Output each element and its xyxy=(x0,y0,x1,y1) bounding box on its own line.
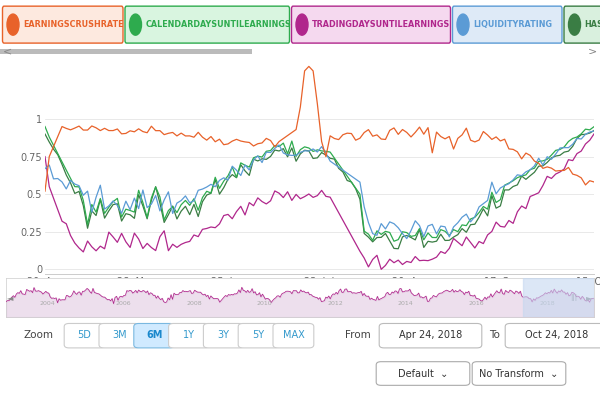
Text: 2004: 2004 xyxy=(39,301,55,306)
Text: <: < xyxy=(3,47,12,57)
Text: 5Y: 5Y xyxy=(253,330,265,340)
Text: 2018: 2018 xyxy=(539,301,555,306)
Text: ◄: ◄ xyxy=(7,293,14,302)
Text: To: To xyxy=(489,330,500,340)
Text: 3Y: 3Y xyxy=(218,330,230,340)
Text: Zoom: Zoom xyxy=(24,330,54,340)
Text: Oct 24, 2018: Oct 24, 2018 xyxy=(525,330,588,340)
Bar xyxy=(523,278,594,317)
Text: 2016: 2016 xyxy=(469,301,484,306)
Text: 3M: 3M xyxy=(112,330,127,340)
Text: 2006: 2006 xyxy=(116,301,131,306)
FancyBboxPatch shape xyxy=(564,6,600,43)
Text: 2012: 2012 xyxy=(328,301,343,306)
FancyBboxPatch shape xyxy=(452,6,562,43)
Text: 5D: 5D xyxy=(77,330,92,340)
Circle shape xyxy=(569,14,581,35)
Text: ►: ► xyxy=(586,293,593,302)
Bar xyxy=(0,49,252,54)
Text: MAX: MAX xyxy=(283,330,304,340)
Circle shape xyxy=(296,14,308,35)
Circle shape xyxy=(130,14,142,35)
FancyBboxPatch shape xyxy=(125,6,290,43)
FancyBboxPatch shape xyxy=(2,6,123,43)
Circle shape xyxy=(457,14,469,35)
Text: TRADINGDAYSUNTILEARNINGS: TRADINGDAYSUNTILEARNINGS xyxy=(312,20,450,29)
Text: Apr 24, 2018: Apr 24, 2018 xyxy=(399,330,462,340)
Text: CALENDARDAYSUNTILEARNINGS: CALENDARDAYSUNTILEARNINGS xyxy=(146,20,291,29)
Text: Default  ⌄: Default ⌄ xyxy=(398,368,448,379)
Text: EARNINGSCRUSHRATE: EARNINGSCRUSHRATE xyxy=(23,20,124,29)
Text: >: > xyxy=(588,47,597,57)
Text: 6M: 6M xyxy=(146,330,163,340)
Text: From: From xyxy=(345,330,371,340)
Text: No Transform  ⌄: No Transform ⌄ xyxy=(479,368,559,379)
Text: |||: ||| xyxy=(570,294,577,301)
Text: HASLEAPOPTIONS: HASLEAPOPTIONS xyxy=(584,20,600,29)
Text: LIQUIDITYRATING: LIQUIDITYRATING xyxy=(473,20,552,29)
Circle shape xyxy=(7,14,19,35)
Text: 2010: 2010 xyxy=(257,301,272,306)
FancyBboxPatch shape xyxy=(292,6,451,43)
Text: 1Y: 1Y xyxy=(183,330,195,340)
Text: 2008: 2008 xyxy=(187,301,202,306)
Text: 2014: 2014 xyxy=(398,301,414,306)
